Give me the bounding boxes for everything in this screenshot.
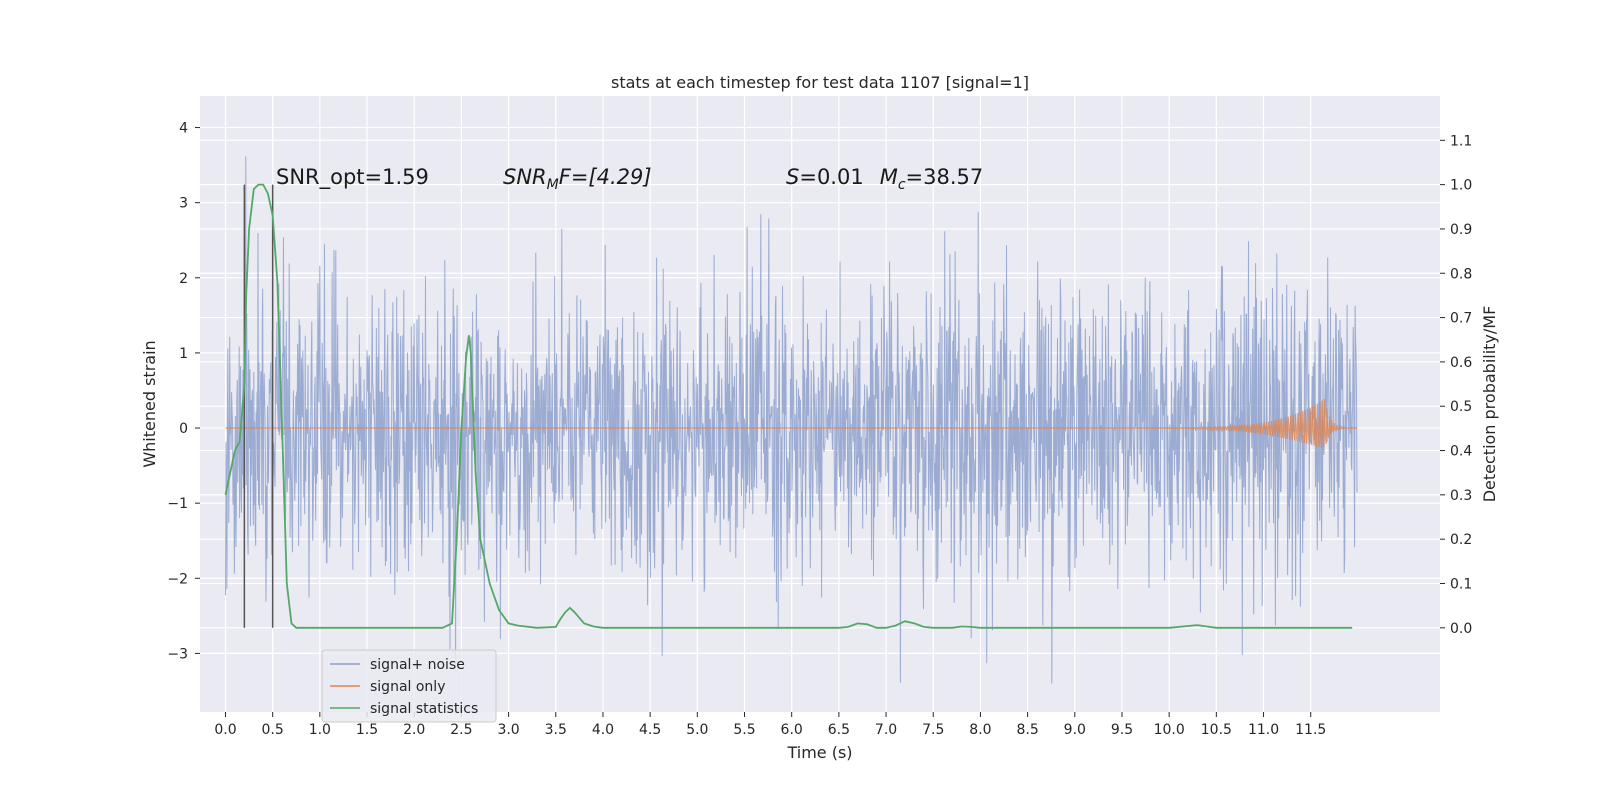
- series-signal-only: [225, 398, 1358, 449]
- x-tick-label-18: 9.0: [1064, 722, 1086, 738]
- y-axis-ticks: 4 3 2 1 0 −1 −2 −3: [167, 121, 200, 662]
- y-tick-label-3: 1: [179, 346, 188, 362]
- x-tick-label-1: 0.5: [262, 722, 284, 738]
- series-signal-plus-noise: [225, 156, 1358, 684]
- y2-tick-label-0: 1.1: [1450, 133, 1472, 149]
- annotation-s-sym: S: [786, 165, 799, 189]
- y2-tick-label-3: 0.8: [1450, 266, 1472, 282]
- x-tick-label-14: 7.0: [875, 722, 897, 738]
- y2-axis-label: Detection probability/MF: [1480, 306, 1499, 503]
- y2-tick-label-11: 0.0: [1450, 621, 1472, 637]
- x-tick-label-2: 1.0: [309, 722, 331, 738]
- y-tick-label-0: 4: [179, 121, 188, 137]
- y-tick-label-2: 2: [179, 271, 188, 287]
- x-tick-label-9: 4.5: [639, 722, 661, 738]
- x-tick-label-15: 7.5: [922, 722, 944, 738]
- x-tick-label-6: 3.0: [497, 722, 519, 738]
- y2-tick-label-4: 0.7: [1450, 311, 1472, 327]
- y2-tick-label-9: 0.2: [1450, 532, 1472, 548]
- annotation-snr-mf-sym: SNR: [503, 165, 547, 189]
- y2-tick-label-7: 0.4: [1450, 444, 1472, 460]
- legend-box: [321, 649, 497, 723]
- annotation-snr-opt: SNR_opt=1.59: [276, 165, 429, 190]
- x-tick-label-22: 11.0: [1248, 722, 1279, 738]
- legend-label-signal-plus-noise: signal+ noise: [370, 657, 465, 673]
- y-tick-label-4: 0: [179, 421, 188, 437]
- x-tick-label-11: 5.5: [733, 722, 755, 738]
- y2-tick-label-10: 0.1: [1450, 576, 1472, 592]
- y-tick-label-5: −1: [167, 496, 188, 512]
- y2-tick-label-5: 0.6: [1450, 355, 1472, 371]
- annotation-mc-value: =38.57: [906, 165, 984, 189]
- x-tick-label-20: 10.0: [1154, 722, 1185, 738]
- legend-label-signal-statistics: signal statistics: [370, 701, 478, 717]
- x-tick-label-19: 9.5: [1111, 722, 1133, 738]
- line-signal-plus-noise: [225, 156, 1358, 684]
- x-tick-label-23: 11.5: [1295, 722, 1326, 738]
- legend-label-signal-only: signal only: [370, 679, 445, 695]
- annotation-s-value: =0.01: [799, 165, 863, 189]
- y-axis-label: Whitened strain: [140, 340, 159, 467]
- x-tick-label-5: 2.5: [450, 722, 472, 738]
- line-signal-statistics: [224, 183, 1353, 629]
- y-tick-label-7: −3: [167, 646, 188, 662]
- line-signal-only: [225, 398, 1358, 449]
- y2-tick-label-1: 1.0: [1450, 178, 1472, 194]
- x-axis-label: Time (s): [786, 743, 852, 762]
- y2-tick-label-8: 0.3: [1450, 488, 1472, 504]
- x-tick-label-13: 6.5: [828, 722, 850, 738]
- x-tick-label-7: 3.5: [545, 722, 567, 738]
- annotation-mc-sub: c: [898, 177, 906, 193]
- annotation-snr-mf: SNRMF=[4.29]: [503, 165, 652, 193]
- x-tick-label-10: 5.0: [686, 722, 708, 738]
- x-tick-label-3: 1.5: [356, 722, 378, 738]
- y-tick-label-1: 3: [179, 196, 188, 212]
- x-tick-label-4: 2.0: [403, 722, 425, 738]
- y-tick-label-6: −2: [167, 571, 188, 587]
- x-tick-label-21: 10.5: [1201, 722, 1232, 738]
- annotation-snr-mf-value: F=[4.29]: [559, 165, 652, 189]
- annotation-mc-sym: M: [880, 165, 898, 189]
- y2-tick-label-2: 0.9: [1450, 222, 1472, 238]
- x-tick-label-16: 8.0: [969, 722, 991, 738]
- vertical-markers: [243, 184, 274, 628]
- y2-axis-ticks: 1.1 1.0 0.9 0.8 0.7 0.6 0.5 0.4 0.3 0.2 0.1 0.0: [1440, 133, 1472, 637]
- x-tick-label-12: 6.0: [781, 722, 803, 738]
- series-signal-statistics: [224, 183, 1353, 629]
- annotation-s-mc: S=0.01 Mc=38.57: [786, 165, 983, 193]
- legend: signal+ noise signal only signal statist…: [321, 649, 497, 723]
- x-tick-label-17: 8.5: [1016, 722, 1038, 738]
- x-tick-label-0: 0.0: [214, 722, 236, 738]
- x-axis-ticks: 0.0 0.5 1.0 1.5 2.0 2.5 3.0 3.5 4.0 4.5 5.0 5.5 6.0 6…: [214, 712, 1326, 738]
- y2-tick-label-6: 0.5: [1450, 399, 1472, 415]
- chart-title: stats at each timestep for test data 110…: [611, 73, 1029, 92]
- annotation-snr-mf-sub: M: [547, 177, 559, 193]
- x-tick-label-8: 4.0: [592, 722, 614, 738]
